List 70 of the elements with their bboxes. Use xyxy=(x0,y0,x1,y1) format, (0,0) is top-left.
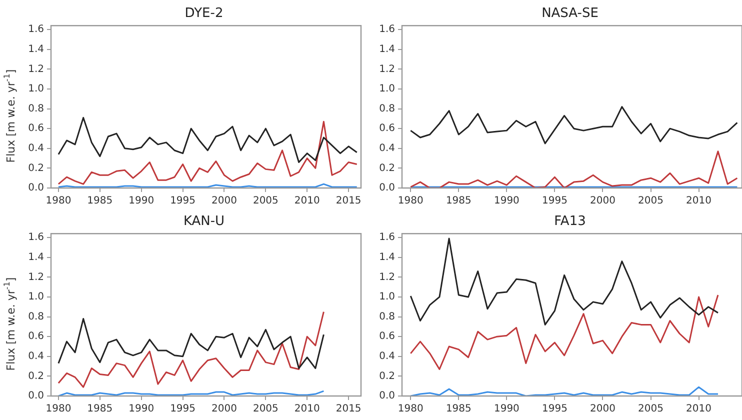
y-tick-label: 1.0 xyxy=(379,84,395,95)
x-tick-label: 1980 xyxy=(398,404,424,415)
y-tick-label: 0.8 xyxy=(379,311,395,322)
y-tick-label: 0.4 xyxy=(28,142,44,154)
x-tick-label: 1985 xyxy=(87,404,113,415)
x-tick-label: 2010 xyxy=(294,196,320,207)
x-tick-label: 1995 xyxy=(542,196,568,207)
x-tick-label: 1980 xyxy=(46,404,72,415)
y-tick-label: 0.6 xyxy=(28,331,44,342)
y-tick-label: 0.6 xyxy=(379,123,395,134)
y-tick-label: 1.2 xyxy=(28,272,44,283)
y-tick-label: 0.2 xyxy=(28,162,44,174)
x-tick-label: 2005 xyxy=(638,196,664,207)
x-tick-label: 1990 xyxy=(494,196,520,207)
x-tick-label: 1985 xyxy=(446,404,472,415)
y-tick-label: 0.4 xyxy=(28,350,44,362)
x-tick-label: 1980 xyxy=(398,196,424,207)
y-tick-label: 0.2 xyxy=(379,162,395,174)
chart-title: NASA-SE xyxy=(542,6,598,22)
y-tick-label: 1.4 xyxy=(28,44,44,55)
x-tick-label: 1995 xyxy=(170,196,196,207)
x-tick-label: 2005 xyxy=(252,404,278,415)
y-tick-label: 0.8 xyxy=(28,103,44,114)
x-tick-label: 2010 xyxy=(294,404,320,415)
y-tick-label: 1.6 xyxy=(379,24,395,36)
x-tick-label: 1985 xyxy=(87,196,113,207)
chart-title: FA13 xyxy=(554,214,586,230)
y-tick-label: 0.2 xyxy=(379,370,395,382)
x-tick-label: 2015 xyxy=(336,196,362,207)
y-tick-label: 1.4 xyxy=(28,252,44,263)
x-tick-label: 2000 xyxy=(590,404,616,415)
y-tick-label: 0.0 xyxy=(379,182,395,194)
y-tick-label: 0.6 xyxy=(379,331,395,342)
y-tick-label: 1.0 xyxy=(28,292,44,303)
y-tick-label: 0.4 xyxy=(379,142,395,154)
chart-title: DYE-2 xyxy=(184,6,224,22)
y-tick-label: 0.8 xyxy=(28,311,44,322)
x-tick-label: 1990 xyxy=(128,404,154,415)
x-tick-label: 1990 xyxy=(128,196,154,207)
y-tick-label: 1.4 xyxy=(379,44,395,55)
x-tick-label: 1985 xyxy=(446,196,472,207)
x-tick-label: 1980 xyxy=(46,196,72,207)
x-tick-label: 2010 xyxy=(686,404,712,415)
y-tick-label: 0.0 xyxy=(379,390,395,402)
y-tick-label: 1.6 xyxy=(28,24,44,36)
x-tick-label: 2010 xyxy=(686,196,712,207)
x-tick-label: 1995 xyxy=(542,404,568,415)
x-tick-label: 2005 xyxy=(252,196,278,207)
y-tick-label: 0.4 xyxy=(379,350,395,362)
chart-title: KAN-U xyxy=(183,214,225,230)
y-tick-label: 1.0 xyxy=(379,292,395,303)
y-tick-label: 1.2 xyxy=(379,64,395,75)
y-tick-label: 1.6 xyxy=(28,232,44,244)
y-tick-label: 0.2 xyxy=(28,370,44,382)
x-tick-label: 1990 xyxy=(494,404,520,415)
x-tick-label: 2000 xyxy=(212,404,237,415)
y-tick-label: 0.0 xyxy=(28,390,44,402)
x-tick-label: 2000 xyxy=(590,196,616,207)
y-tick-label: 1.0 xyxy=(28,84,44,95)
y-tick-label: 0.6 xyxy=(28,123,44,134)
y-tick-label: 1.6 xyxy=(379,232,395,244)
y-tick-label: 1.2 xyxy=(28,64,44,75)
x-tick-label: 2015 xyxy=(336,404,362,415)
y-tick-label: 0.8 xyxy=(379,103,395,114)
x-tick-label: 2000 xyxy=(212,196,237,207)
y-tick-label: 0.0 xyxy=(28,182,44,194)
y-tick-label: 1.2 xyxy=(379,272,395,283)
y-tick-label: 1.4 xyxy=(379,252,395,263)
x-tick-label: 1995 xyxy=(170,404,196,415)
x-tick-label: 2005 xyxy=(638,404,664,415)
